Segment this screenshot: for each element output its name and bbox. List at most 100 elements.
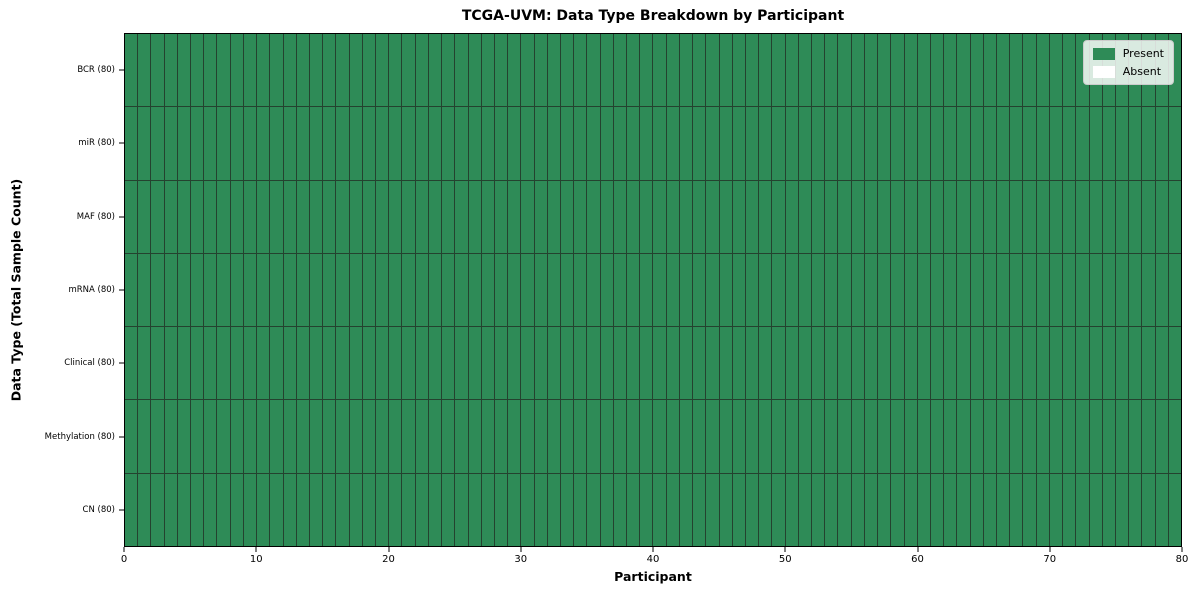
heatmap-cell <box>1063 253 1076 327</box>
heatmap-cell <box>243 327 257 400</box>
heatmap-cell <box>772 327 785 400</box>
heatmap-cell <box>336 107 349 180</box>
heatmap-cell <box>1010 34 1023 107</box>
heatmap-cell <box>1089 327 1102 400</box>
heatmap-cell <box>587 107 600 180</box>
heatmap-cell <box>428 400 442 473</box>
heatmap-cell <box>957 400 970 473</box>
heatmap-cell <box>389 327 402 400</box>
heatmap-cell <box>521 473 534 546</box>
legend-item: Present <box>1092 47 1164 60</box>
heatmap-cell <box>494 107 508 180</box>
heatmap-cell <box>362 34 376 107</box>
heatmap-cell <box>402 34 415 107</box>
x-tick-mark <box>123 547 125 552</box>
y-tick-label: MAF (80) <box>76 211 115 222</box>
heatmap-cell <box>653 107 666 180</box>
heatmap-cell <box>640 327 653 400</box>
heatmap-cell <box>138 400 151 473</box>
heatmap-cell <box>376 400 389 473</box>
heatmap-cell <box>1049 107 1063 180</box>
heatmap-cell <box>389 180 402 253</box>
heatmap-cell <box>706 253 719 327</box>
heatmap-cell <box>693 400 706 473</box>
heatmap-cell <box>336 473 349 546</box>
legend-swatch <box>1092 47 1115 60</box>
heatmap-cell <box>1076 180 1089 253</box>
heatmap-cell <box>1089 253 1102 327</box>
y-tick-label: Clinical (80) <box>64 358 115 369</box>
heatmap-cell <box>323 180 336 253</box>
heatmap-cell <box>138 180 151 253</box>
heatmap-cell <box>825 473 838 546</box>
heatmap-cell <box>309 473 323 546</box>
heatmap-cell <box>415 34 428 107</box>
heatmap-cell <box>851 400 864 473</box>
heatmap-cell <box>1063 34 1076 107</box>
heatmap-cell <box>442 107 455 180</box>
heatmap-cell <box>719 473 732 546</box>
heatmap-cell <box>693 107 706 180</box>
x-axis-label: Participant <box>614 569 692 584</box>
heatmap-cell <box>455 473 468 546</box>
heatmap-cell <box>191 473 204 546</box>
heatmap-cell <box>732 34 745 107</box>
heatmap-cell <box>402 180 415 253</box>
heatmap-cell <box>745 34 759 107</box>
heatmap-cell <box>309 327 323 400</box>
heatmap-cell <box>983 180 997 253</box>
x-tick-label: 20 <box>382 554 395 565</box>
heatmap-cell <box>983 473 997 546</box>
heatmap-cell <box>521 327 534 400</box>
heatmap-cell <box>772 34 785 107</box>
heatmap-cell <box>1102 253 1115 327</box>
heatmap-cell <box>1129 180 1142 253</box>
heatmap-cell <box>125 34 138 107</box>
heatmap-cell <box>957 473 970 546</box>
heatmap-cell <box>613 107 627 180</box>
heatmap-cell <box>719 180 732 253</box>
heatmap-cell <box>1129 400 1142 473</box>
heatmap-cell <box>389 107 402 180</box>
heatmap-cell <box>494 34 508 107</box>
heatmap-cell <box>785 327 798 400</box>
heatmap-cell <box>878 473 891 546</box>
heatmap-cell <box>362 327 376 400</box>
heatmap-cell <box>732 180 745 253</box>
heatmap-cell <box>944 327 957 400</box>
heatmap-cell <box>574 327 587 400</box>
heatmap-cell <box>719 327 732 400</box>
heatmap-cell <box>759 107 772 180</box>
heatmap-cell <box>930 180 944 253</box>
heatmap-cell <box>1168 327 1181 400</box>
heatmap-cell <box>362 473 376 546</box>
heatmap-cell <box>851 253 864 327</box>
heatmap-cell <box>759 253 772 327</box>
x-tick-label: 80 <box>1175 554 1189 565</box>
heatmap-cell <box>217 180 230 253</box>
heatmap-cell <box>534 180 547 253</box>
heatmap-cell <box>930 400 944 473</box>
heatmap-cell <box>336 327 349 400</box>
heatmap-cell <box>706 180 719 253</box>
heatmap-cell <box>1076 400 1089 473</box>
heatmap-cell <box>864 327 878 400</box>
heatmap-cell <box>508 400 521 473</box>
heatmap-cell <box>389 473 402 546</box>
heatmap-cell <box>719 400 732 473</box>
heatmap-cell <box>138 107 151 180</box>
heatmap-cell <box>164 473 177 546</box>
heatmap-cell <box>600 473 613 546</box>
heatmap-cell <box>521 180 534 253</box>
heatmap-cell <box>1168 473 1181 546</box>
heatmap-cell <box>613 327 627 400</box>
heatmap-cell <box>534 400 547 473</box>
heatmap-cell <box>1023 107 1036 180</box>
heatmap-cell <box>257 327 270 400</box>
heatmap-cell <box>917 34 930 107</box>
x-tick-label: 30 <box>514 554 528 565</box>
heatmap-cell <box>455 253 468 327</box>
heatmap-cell <box>204 180 217 253</box>
heatmap-cell <box>587 253 600 327</box>
heatmap-cell <box>970 327 983 400</box>
